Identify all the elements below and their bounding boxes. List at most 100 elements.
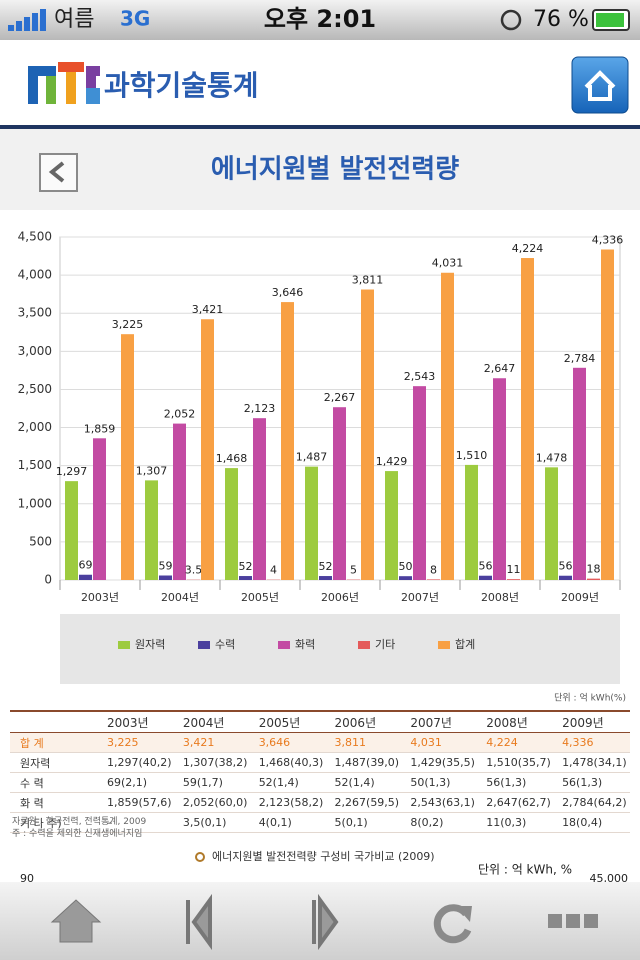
data-label: 4,224 bbox=[512, 242, 544, 255]
cell: 3,646 bbox=[250, 732, 327, 753]
bar bbox=[427, 579, 440, 580]
y-tick-label: 3,500 bbox=[18, 306, 52, 320]
x-tick-label: 2006년 bbox=[321, 591, 359, 604]
cell: 1,478(34,1) bbox=[554, 752, 630, 773]
clock: 오후 2:01 bbox=[264, 5, 376, 33]
cell: 3,225 bbox=[99, 732, 175, 753]
legend-label: 원자력 bbox=[135, 638, 165, 651]
row-label: 합 계 bbox=[10, 732, 99, 753]
home-icon bbox=[584, 70, 616, 101]
data-label: 1,478 bbox=[536, 451, 568, 464]
bar bbox=[465, 464, 478, 580]
column-header: 2004년 bbox=[174, 710, 251, 733]
table-row: 합 계 3,225 3,421 3,646 3,811 4,031 4,224 4,336 bbox=[10, 732, 630, 753]
page-title: 에너지원별 발전전력량 bbox=[211, 155, 459, 185]
home-button[interactable] bbox=[571, 56, 629, 114]
data-label: 3,225 bbox=[112, 318, 144, 331]
y-tick-label: 2,500 bbox=[18, 382, 52, 396]
data-label: 2,543 bbox=[404, 370, 436, 383]
legend-swatch bbox=[358, 641, 370, 649]
legend-label: 기타 bbox=[375, 638, 395, 651]
data-label: 2,123 bbox=[244, 402, 276, 415]
table-row: 수 력 69(2,1) 59(1,7) 52(1,4) 52(1,4) 50(1,3) 56… bbox=[10, 772, 630, 793]
clock-icon bbox=[500, 9, 522, 31]
legend-label: 화력 bbox=[295, 638, 315, 651]
data-label: 18 bbox=[587, 563, 601, 576]
bar bbox=[441, 272, 454, 580]
bar bbox=[559, 575, 572, 580]
data-label: 8 bbox=[430, 563, 437, 576]
prev-button[interactable] bbox=[186, 893, 212, 951]
cell: 4(0,1) bbox=[250, 812, 327, 833]
bar bbox=[385, 471, 398, 580]
chart: 0 500 1,000 1,500 2,000 2,500 3,000 3,500 4,000 4… bbox=[18, 230, 624, 684]
data-label: 52 bbox=[239, 560, 253, 573]
bar bbox=[79, 574, 92, 580]
bar bbox=[253, 418, 266, 580]
back-button[interactable] bbox=[39, 153, 78, 192]
bar bbox=[587, 578, 600, 580]
bar bbox=[601, 249, 614, 581]
data-label: 4,031 bbox=[432, 257, 464, 270]
axis-tick: 90 bbox=[20, 872, 34, 885]
data-label: 1,487 bbox=[296, 451, 328, 464]
cell: 1,859(57,6) bbox=[99, 792, 175, 813]
y-tick-label: 4,500 bbox=[18, 230, 52, 244]
bar bbox=[173, 423, 186, 580]
y-tick-label: 3,000 bbox=[18, 344, 52, 358]
bar bbox=[413, 386, 426, 580]
next-button[interactable] bbox=[312, 893, 339, 951]
refresh-button[interactable] bbox=[433, 904, 472, 944]
signal-icon bbox=[8, 9, 46, 31]
y-tick-label: 500 bbox=[29, 534, 52, 548]
bar bbox=[521, 258, 534, 580]
y-tick-label: 1,000 bbox=[18, 496, 52, 510]
bar bbox=[507, 579, 520, 580]
cell: 18(0,4) bbox=[554, 812, 630, 833]
bar bbox=[281, 302, 294, 580]
status-bar bbox=[0, 0, 640, 40]
back-icon bbox=[48, 161, 65, 183]
legend-label: 합계 bbox=[455, 638, 475, 651]
table-row: 원자력 1,297(40,2) 1,307(38,2) 1,468(40,3) 1,48… bbox=[10, 752, 630, 773]
battery-level: 76 % bbox=[533, 7, 589, 32]
bullet bbox=[195, 852, 205, 862]
data-label: 1,859 bbox=[84, 422, 116, 435]
data-label: 56 bbox=[559, 560, 573, 573]
cell: 4,224 bbox=[478, 732, 555, 753]
legend-box bbox=[60, 614, 620, 684]
bar bbox=[65, 481, 78, 580]
column-header: 2005년 bbox=[250, 710, 327, 733]
bar bbox=[399, 576, 412, 580]
home-tab[interactable] bbox=[50, 899, 102, 943]
x-tick-label: 2005년 bbox=[241, 591, 279, 604]
column-header: 2009년 bbox=[554, 710, 630, 733]
cell: 5(0,1) bbox=[326, 812, 403, 833]
x-tick-label: 2009년 bbox=[561, 591, 599, 604]
data-label: 3,421 bbox=[192, 303, 224, 316]
data-label: 11 bbox=[507, 563, 521, 576]
row-label: 화 력 bbox=[10, 792, 99, 813]
data-label: 69 bbox=[79, 559, 93, 572]
section-title: 에너지원별 발전전력량 구성비 국가비교 (2009) bbox=[212, 850, 435, 863]
cell: 59(1,7) bbox=[174, 772, 251, 793]
data-table: 2003년 2004년 2005년 2006년 2007년 2008년 2009년 합 계 3,… bbox=[10, 710, 630, 833]
header bbox=[0, 40, 640, 126]
cell: 56(1,3) bbox=[554, 772, 630, 793]
x-tick-label: 2004년 bbox=[161, 591, 199, 604]
cell: 2,052(60,0) bbox=[174, 792, 251, 813]
cell: 2,123(58,2) bbox=[250, 792, 327, 813]
data-label: 4,336 bbox=[592, 234, 624, 247]
cell: 1,307(38,2) bbox=[174, 752, 251, 773]
data-label: 5 bbox=[350, 564, 357, 577]
bar bbox=[121, 334, 134, 580]
x-tick-label: 2007년 bbox=[401, 591, 439, 604]
bar bbox=[573, 367, 586, 580]
data-label: 2,052 bbox=[164, 408, 196, 421]
cell: 52(1,4) bbox=[250, 772, 327, 793]
data-label: 56 bbox=[479, 560, 493, 573]
cell: 3,5(0,1) bbox=[174, 812, 251, 833]
legend-swatch bbox=[118, 641, 130, 649]
more-button[interactable] bbox=[548, 914, 598, 928]
